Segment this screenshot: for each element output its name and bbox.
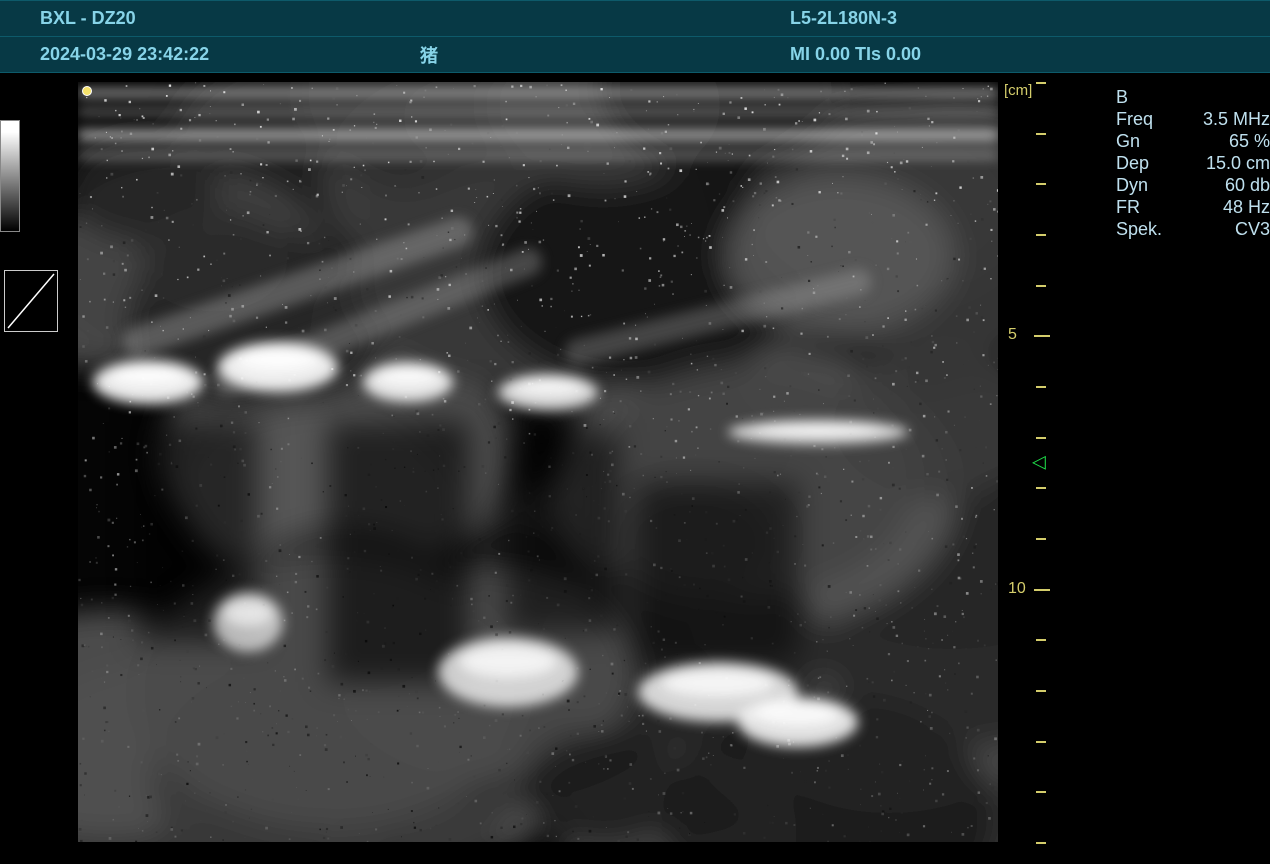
depth-tick-label: 10 [1008,580,1026,598]
depth-tick-minor [1036,234,1046,236]
mode-label: B [1116,86,1190,108]
depth-tick-minor [1036,133,1046,135]
depth-tick-major [1034,589,1050,591]
depth-tick-minor [1036,842,1046,844]
device-model: BXL - DZ20 [0,8,136,29]
param-value: 15.0 cm [1190,152,1270,174]
depth-tick-minor [1036,82,1046,84]
param-value: 60 db [1190,174,1270,196]
param-row: FR48 Hz [1116,196,1270,218]
param-value: 3.5 MHz [1190,108,1270,130]
ultrasound-image [78,82,998,842]
param-value: 48 Hz [1190,196,1270,218]
depth-tick-minor [1036,386,1046,388]
patient-species: 猪 [380,42,438,68]
param-row: Spek.CV3 [1116,218,1270,240]
depth-tick-minor [1036,285,1046,287]
param-key: Dyn [1116,174,1190,196]
probe-orientation-marker [82,86,92,96]
param-key: FR [1116,196,1190,218]
param-row: Freq3.5 MHz [1116,108,1270,130]
depth-tick-minor [1036,741,1046,743]
depth-tick-minor [1036,791,1046,793]
mi-tis-indices: MI 0.00 TIs 0.00 [750,44,921,65]
grayscale-map-bar [0,120,20,232]
param-key: Spek. [1116,218,1190,240]
tgc-curve-box [4,270,58,332]
depth-tick-minor [1036,639,1046,641]
depth-tick-minor [1036,183,1046,185]
depth-tick-minor [1036,690,1046,692]
param-row: Gn65 % [1116,130,1270,152]
tgc-curve-icon [5,271,57,331]
header-row-2: 2024-03-29 23:42:22 猪 MI 0.00 TIs 0.00 [0,36,1270,73]
param-key: Dep [1116,152,1190,174]
depth-tick-minor [1036,487,1046,489]
header-row-1: BXL - DZ20 L5-2L180N-3 [0,0,1270,37]
depth-tick-label: 5 [1008,326,1017,344]
param-value: 65 % [1190,130,1270,152]
param-key: Gn [1116,130,1190,152]
imaging-parameters-panel: B Freq3.5 MHzGn65 %Dep15.0 cmDyn60 dbFR4… [1116,86,1270,240]
param-row: Dep15.0 cm [1116,152,1270,174]
timestamp: 2024-03-29 23:42:22 [0,44,209,65]
param-key: Freq [1116,108,1190,130]
depth-tick-minor [1036,538,1046,540]
depth-tick-minor [1036,437,1046,439]
param-row: Dyn60 db [1116,174,1270,196]
param-value: CV3 [1190,218,1270,240]
probe-id: L5-2L180N-3 [750,8,897,29]
depth-tick-major [1034,335,1050,337]
depth-unit-label: [cm] [1004,82,1032,99]
focus-zone-marker: ◁ [1032,452,1046,473]
